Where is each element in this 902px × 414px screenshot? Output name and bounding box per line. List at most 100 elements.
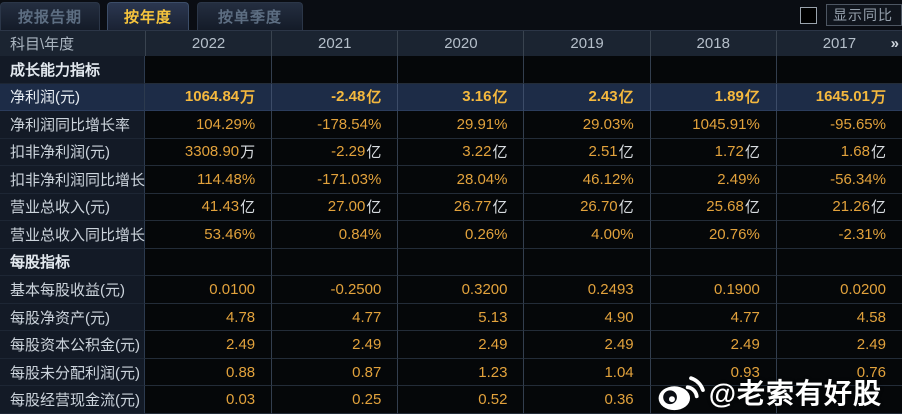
value-cell (271, 56, 398, 84)
value-cell: 0.2493 (523, 276, 650, 304)
table-row[interactable]: 净利润(元) 1064.84 万 -2.48 亿 3.16 亿 2.43 亿 1.89 亿 1645.… (0, 83, 902, 112)
row-label: 扣非净利润(元) (0, 138, 145, 167)
value-cell: 0.25 (271, 386, 398, 414)
value-cell: 2.49 (649, 331, 776, 359)
table-row[interactable]: 每股资本公积金(元) 2.49 2.49 2.49 2.49 2.49 2.49 (0, 331, 902, 359)
value-cell: 46.12% (523, 166, 650, 194)
value-cell: 0.93 (649, 358, 776, 387)
value-cell: 1.23 (397, 358, 524, 387)
table-row[interactable]: 净利润同比增长率 104.29% -178.54% 29.91% 29.03% 1045.… (0, 111, 902, 139)
value-cell: 1064.84 万 (145, 83, 272, 112)
row-label: 每股指标 (0, 248, 145, 277)
tab-bar: 按报告期 按年度 按单季度 显示同比 (0, 0, 902, 30)
value-cell: 104.29% (145, 111, 272, 139)
tab-by-report-period[interactable]: 按报告期 (0, 2, 100, 30)
value-cell: -178.54% (271, 111, 398, 139)
yoy-checkbox[interactable] (800, 6, 817, 24)
value-cell: 0.26% (397, 221, 524, 249)
tab-by-quarter[interactable]: 按单季度 (197, 2, 303, 30)
value-cell: 0.3200 (397, 276, 524, 304)
value-cell: 2.43 亿 (523, 83, 650, 112)
row-label: 净利润(元) (0, 83, 145, 112)
value-cell: -56.34% (775, 166, 902, 194)
value-cell (775, 56, 902, 84)
value-cell: 2.49 (271, 331, 398, 359)
value-cell: 0.88 (145, 358, 272, 387)
row-label: 营业总收入(元) (0, 193, 145, 222)
value-cell: 29.91% (397, 111, 524, 139)
value-cell (145, 248, 272, 277)
value-cell: 2.49 (397, 331, 524, 359)
row-label: 每股资本公积金(元) (0, 331, 145, 359)
row-label: 基本每股收益(元) (0, 276, 145, 304)
value-cell (775, 386, 902, 414)
value-cell: 27.00 亿 (271, 193, 398, 222)
value-cell (145, 56, 272, 84)
table-row[interactable]: 营业总收入(元) 41.43 亿 27.00 亿 26.77 亿 26.70 亿 25.68 亿 21… (0, 193, 902, 222)
value-cell: 4.90 (523, 303, 650, 332)
value-cell: 0.84% (271, 221, 398, 249)
value-cell: 41.43 亿 (145, 193, 272, 222)
value-cell: 1645.01 万 (775, 83, 902, 112)
year-column-header: 2019 (523, 31, 649, 56)
value-cell: 2.51 亿 (523, 138, 650, 167)
value-cell: 4.00% (523, 221, 650, 249)
section-row: 每股指标 (0, 248, 902, 277)
row-label: 扣非净利润同比增长率 (0, 166, 160, 194)
table-row[interactable]: 扣非净利润(元) 3308.90 万 -2.29 亿 3.22 亿 2.51 亿 1.72 亿 1.6… (0, 138, 902, 167)
value-cell: 5.13 (397, 303, 524, 332)
year-column-header: 2020 (397, 31, 523, 56)
table-row[interactable]: 每股净资产(元) 4.78 4.77 5.13 4.90 4.77 4.58 (0, 303, 902, 332)
value-cell (649, 56, 776, 84)
value-cell: 114.48% (145, 166, 272, 194)
table-row[interactable]: 基本每股收益(元) 0.0100 -0.2500 0.3200 0.2493 0.1900… (0, 276, 902, 304)
value-cell: 3308.90 万 (145, 138, 272, 167)
table-row[interactable]: 扣非净利润同比增长率 114.48% -171.03% 28.04% 46.12% 2.4… (0, 166, 902, 194)
value-cell: 1.72 亿 (649, 138, 776, 167)
value-cell: 1.04 (523, 358, 650, 387)
value-cell: 0.0100 (145, 276, 272, 304)
value-cell: 2.49 (145, 331, 272, 359)
value-cell: 2.49 (523, 331, 650, 359)
year-column-header: 2021 (271, 31, 397, 56)
value-cell (397, 56, 524, 84)
value-cell: -2.29 亿 (271, 138, 398, 167)
value-cell: 3.16 亿 (397, 83, 524, 112)
tab-by-year[interactable]: 按年度 (107, 2, 189, 30)
value-cell: -2.48 亿 (271, 83, 398, 112)
value-cell (397, 248, 524, 277)
value-cell: 25.68 亿 (649, 193, 776, 222)
row-label: 每股净资产(元) (0, 303, 145, 332)
value-cell: 0.76 (775, 358, 902, 387)
row-label: 每股经营现金流(元) (0, 386, 145, 414)
value-cell: 1045.91% (649, 111, 776, 139)
value-cell: 4.58 (775, 303, 902, 332)
value-cell (523, 56, 650, 84)
value-cell: 3.22 亿 (397, 138, 524, 167)
value-cell (271, 248, 398, 277)
value-cell: -0.2500 (271, 276, 398, 304)
value-cell: 1.89 亿 (649, 83, 776, 112)
show-yoy-control: 显示同比 (800, 4, 902, 26)
year-column-header: 2017» (775, 31, 902, 56)
table-row[interactable]: 营业总收入同比增长率 53.46% 0.84% 0.26% 4.00% 20.76% -2.… (0, 221, 902, 249)
value-cell (775, 248, 902, 277)
value-cell: 26.77 亿 (397, 193, 524, 222)
more-columns-icon[interactable]: » (890, 34, 899, 52)
value-cell: 21.26 亿 (775, 193, 902, 222)
value-cell: 0.52 (397, 386, 524, 414)
value-cell: 4.77 (649, 303, 776, 332)
value-cell: 0.03 (145, 386, 272, 414)
row-label: 营业总收入同比增长率 (0, 221, 160, 249)
value-cell (649, 248, 776, 277)
value-cell: 0.1900 (649, 276, 776, 304)
financial-table: 科目\年度 2022 2021 2020 2019 2018 2017» 成长能力指标 净利润(… (0, 30, 902, 414)
value-cell (523, 248, 650, 277)
row-label: 成长能力指标 (0, 56, 145, 84)
show-yoy-button[interactable]: 显示同比 (826, 4, 902, 26)
table-row[interactable]: 每股经营现金流(元) 0.03 0.25 0.52 0.36 (0, 386, 902, 414)
value-cell: 2.49% (649, 166, 776, 194)
value-cell: 1.68 亿 (775, 138, 902, 167)
table-row[interactable]: 每股未分配利润(元) 0.88 0.87 1.23 1.04 0.93 0.76 (0, 358, 902, 387)
